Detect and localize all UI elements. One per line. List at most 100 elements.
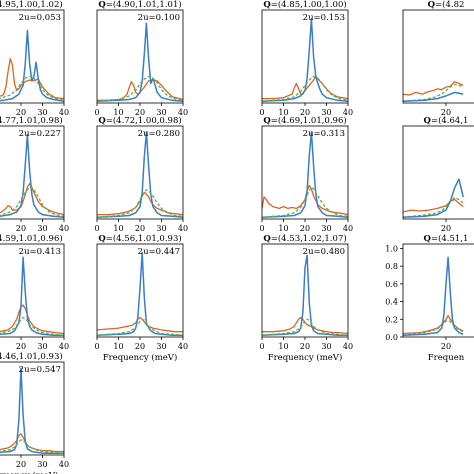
series-line-orange	[96, 316, 183, 333]
y-tick-label: 0.8	[385, 262, 398, 271]
series-line-green	[96, 318, 184, 336]
y-tick-label: 0.6	[385, 280, 398, 289]
chart-panel: 0 10 20 30 40 Q=(4.72,1.00,0.98) 2u=0.280	[94, 115, 188, 233]
panel-title: Q=(4.90,1.01,1.01)	[98, 0, 181, 10]
chart-panel: 20 30 40 Q=(4.77,1.01,0.98) 2u=0.227	[0, 115, 69, 233]
x-axis-label: Frequency (meV)	[268, 352, 343, 363]
series-line-orange	[0, 182, 65, 216]
panel-annotation: 2u=0.280	[138, 129, 180, 139]
x-tick-label: 20	[135, 108, 145, 117]
series-line-green	[96, 189, 184, 218]
x-tick-label: 30	[321, 108, 331, 117]
panel-title: Q=(4.46,1.01,0.93)	[0, 351, 63, 362]
panel-title: Q=(4.51,1	[424, 233, 469, 244]
x-tick-label: 10	[278, 108, 288, 117]
chart-panel: 20 30 40 Q=(4.59,1.01,0.96) 2u=0.413	[0, 233, 69, 351]
y-tick-label: 0.0	[385, 333, 398, 342]
series-line-green	[0, 439, 65, 454]
x-tick-label: 0	[259, 224, 264, 233]
x-tick-label: 20	[135, 224, 145, 233]
x-tick-label: 20	[135, 342, 145, 351]
x-tick-label: 40	[59, 342, 69, 351]
series-line-blue	[402, 256, 464, 336]
panel-annotation: 2u=0.480	[303, 247, 345, 257]
x-tick-label: 30	[156, 224, 166, 233]
y-tick-label: 0.4	[385, 298, 398, 307]
panel-title: Q=(4.64,1	[424, 115, 469, 126]
series-line-orange	[97, 191, 184, 216]
series-line-orange	[0, 58, 65, 100]
series-line-green	[96, 75, 184, 102]
chart-panel: 0 10 20 30 40 Q=(4.56,1.01,0.93) 2u=0.447 Frequ…	[94, 233, 188, 363]
panel-annotation: 2u=0.547	[19, 365, 61, 375]
series-line-orange	[261, 184, 349, 216]
plot-frame	[0, 9, 65, 104]
chart-panel: 20 Q=(4.82	[402, 0, 474, 117]
series-line-green	[261, 186, 349, 218]
series-line-orange	[0, 433, 64, 453]
x-tick-label: 30	[37, 224, 47, 233]
x-tick-label: 10	[278, 342, 288, 351]
panel-annotation: 2u=0.227	[19, 129, 61, 139]
series-line-blue	[261, 18, 349, 102]
x-tick-label: 10	[278, 224, 288, 233]
x-tick-label: 40	[59, 108, 69, 117]
series-line-orange	[402, 315, 464, 335]
panel-title: Q=(4.77,1.01,0.98)	[0, 115, 63, 126]
panel-annotation: 2u=0.053	[19, 13, 61, 23]
x-tick-label: 0	[94, 342, 99, 351]
series-line-blue	[0, 29, 65, 102]
x-tick-label: 20	[441, 224, 451, 233]
plot-frame	[0, 125, 65, 220]
x-tick-label: 40	[343, 342, 353, 351]
x-tick-label: 40	[178, 108, 188, 117]
series-line-blue	[0, 256, 64, 336]
x-tick-label: 20	[16, 224, 26, 233]
series-line-orange	[402, 198, 464, 213]
series-line-orange	[0, 304, 65, 335]
x-tick-label: 20	[16, 460, 26, 469]
series-line-orange	[402, 81, 464, 96]
x-tick-label: 20	[441, 342, 451, 351]
x-tick-label: 20	[300, 342, 310, 351]
panel-annotation: 2u=0.100	[138, 13, 180, 23]
x-tick-label: 20	[16, 108, 26, 117]
panel-annotation: 2u=0.413	[19, 247, 61, 257]
series-line-blue	[96, 131, 184, 218]
series-line-blue	[0, 367, 64, 454]
x-tick-label: 0	[94, 108, 99, 117]
panel-title: Q=(4.56,1.01,0.93)	[98, 233, 181, 244]
series-line-blue	[402, 178, 464, 218]
series-line-green	[402, 197, 464, 218]
series-line-green	[0, 75, 65, 101]
series-line-blue	[261, 131, 349, 218]
series-line-green	[0, 316, 65, 336]
x-tick-label: 30	[37, 342, 47, 351]
x-tick-label: 30	[156, 342, 166, 351]
x-tick-label: 30	[37, 460, 47, 469]
x-tick-label: 20	[300, 108, 310, 117]
panel-title: Q=(4.69,1.01,0.96)	[263, 115, 346, 126]
chart-panel: 0 10 20 30 40 Q=(4.90,1.01,1.01) 2u=0.100	[94, 0, 188, 117]
panel-annotation: 2u=0.313	[303, 129, 345, 139]
chart-panel: 20 0.0 0.2 0.4 0.6 0.8 1.0 Q=(4.51,1 Frequen	[385, 233, 474, 363]
series-line-green	[402, 319, 464, 336]
panel-title: Q=(4.72,1.00,0.98)	[98, 115, 181, 126]
x-tick-label: 30	[156, 108, 166, 117]
series-line-green	[0, 186, 65, 217]
x-tick-label: 40	[59, 224, 69, 233]
series-line-blue	[0, 134, 65, 218]
series-line-blue	[96, 252, 183, 336]
chart-panel: 0 10 20 30 40 Q=(4.53,1.02,1.07) 2u=0.480 Frequ…	[259, 233, 353, 363]
panel-title: Q=(4.59,1.01,0.96)	[0, 233, 63, 244]
x-tick-label: 30	[321, 224, 331, 233]
chart-panel: 0 10 20 30 40 Q=(4.69,1.01,0.96) 2u=0.313	[259, 115, 353, 233]
panel-title: Q=(4.85,1.00,1.00)	[263, 0, 346, 10]
x-tick-label: 40	[59, 460, 69, 469]
panel-title: Q=(4.95,1.00,1.02)	[0, 0, 63, 10]
x-tick-label: 10	[113, 342, 123, 351]
x-axis-label: Frequency (meV)	[0, 470, 58, 474]
x-tick-label: 10	[113, 224, 123, 233]
x-tick-label: 0	[259, 108, 264, 117]
